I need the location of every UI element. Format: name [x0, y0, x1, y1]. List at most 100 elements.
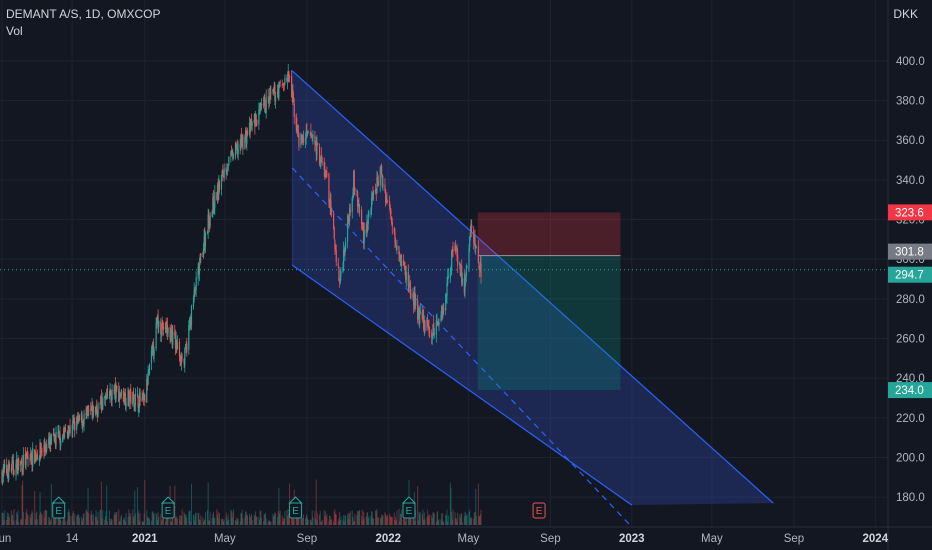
candle-body: [118, 389, 120, 403]
volume-bar: [105, 511, 107, 525]
volume-label[interactable]: Vol: [6, 24, 23, 38]
short-position-tool[interactable]: [477, 212, 621, 391]
volume-bar: [461, 521, 463, 525]
candle-body: [221, 170, 223, 176]
candle-body: [198, 264, 201, 274]
candle-body: [194, 290, 197, 291]
candle-body: [62, 434, 64, 443]
candle-body: [475, 246, 477, 248]
volume-bar: [455, 517, 457, 525]
volume-bar: [8, 513, 10, 525]
candle-body: [469, 236, 471, 248]
candle-body: [40, 450, 42, 452]
candle-body: [206, 231, 209, 233]
candle-body: [440, 315, 442, 321]
candle-body: [160, 321, 162, 335]
volume-bar: [104, 516, 106, 525]
candle-body: [278, 82, 281, 84]
regression-channel[interactable]: [291, 70, 774, 528]
candle-body: [216, 192, 218, 201]
volume-bar: [427, 509, 429, 525]
candle-body: [265, 97, 267, 113]
volume-bar: [353, 520, 355, 525]
volume-bar: [34, 519, 36, 525]
volume-bar: [200, 515, 202, 525]
candle-body: [445, 294, 447, 311]
volume-bar: [164, 521, 166, 525]
volume-bar: [13, 509, 15, 525]
candle-body: [339, 277, 341, 283]
candle-body: [334, 239, 336, 249]
volume-bar: [403, 511, 405, 525]
volume-bar: [119, 520, 121, 525]
volume-bar: [38, 514, 40, 525]
volume-bar: [311, 509, 313, 525]
candle-body: [302, 136, 304, 139]
volume-bar: [227, 514, 229, 525]
earnings-marker-pointer: [51, 496, 66, 504]
candle-body: [248, 122, 251, 135]
volume-bar: [53, 512, 55, 525]
candle-body: [365, 229, 367, 234]
candle-body: [246, 130, 249, 135]
volume-bar: [235, 517, 237, 525]
candle-body: [376, 177, 378, 194]
time-tick-label: May: [457, 533, 479, 545]
candle-body: [260, 105, 262, 107]
candle-body: [337, 263, 339, 266]
candle-body: [31, 461, 33, 465]
candle-body: [91, 403, 93, 412]
volume-bar: [46, 510, 48, 525]
volume-bar: [202, 521, 204, 525]
candle-body: [293, 103, 295, 117]
volume-bar: [193, 515, 195, 525]
candle-body: [85, 412, 87, 415]
earnings-marker-box: [161, 502, 175, 519]
candle-body: [34, 452, 36, 462]
candle-body: [105, 396, 107, 398]
candle-body: [400, 254, 402, 267]
candle-body: [76, 416, 78, 423]
candle-body: [351, 198, 353, 213]
volume-bar: [232, 512, 234, 525]
volume-bar: [263, 521, 265, 525]
candle-body: [344, 241, 347, 251]
volume-bar: [452, 509, 454, 525]
volume-bar: [381, 514, 383, 525]
volume-bar: [249, 514, 251, 525]
candle-body: [326, 173, 328, 175]
time-axis[interactable]: Jun 14 2021 May Sep 2022 May Sep 2023 May Sep 2024: [0, 533, 889, 545]
candle-body: [391, 216, 393, 224]
candle-body: [460, 266, 462, 277]
volume-bar: [110, 518, 112, 525]
volume-bar: [349, 513, 351, 525]
candle-body: [20, 460, 22, 462]
candle-body: [124, 393, 127, 405]
volume-bar: [114, 514, 116, 525]
volume-bar: [445, 514, 447, 525]
volume-bar: [258, 517, 260, 525]
volume-bar: [30, 513, 32, 525]
symbol-title[interactable]: DEMANT A/S, 1D, OMXCOP: [6, 7, 161, 21]
volume-bar: [148, 518, 150, 525]
volume-bar: [375, 510, 377, 525]
volume-bar: [428, 516, 430, 525]
volume-bar: [351, 510, 353, 525]
volume-bar: [277, 517, 279, 525]
earnings-marker-label: E: [406, 506, 413, 517]
candle-body: [228, 156, 230, 166]
volume-bar: [255, 517, 257, 525]
candle-body: [172, 331, 174, 346]
volume-bar: [362, 520, 364, 525]
volume-bar: [370, 515, 372, 525]
candle-body: [371, 197, 373, 210]
volume-bar: [385, 515, 387, 525]
candle-body: [348, 220, 350, 222]
candle-body: [195, 277, 197, 291]
candle-body: [366, 221, 368, 235]
volume-bar: [192, 514, 194, 525]
candle-body: [352, 192, 354, 197]
volume-bar: [245, 511, 247, 525]
candle-body: [463, 278, 465, 293]
